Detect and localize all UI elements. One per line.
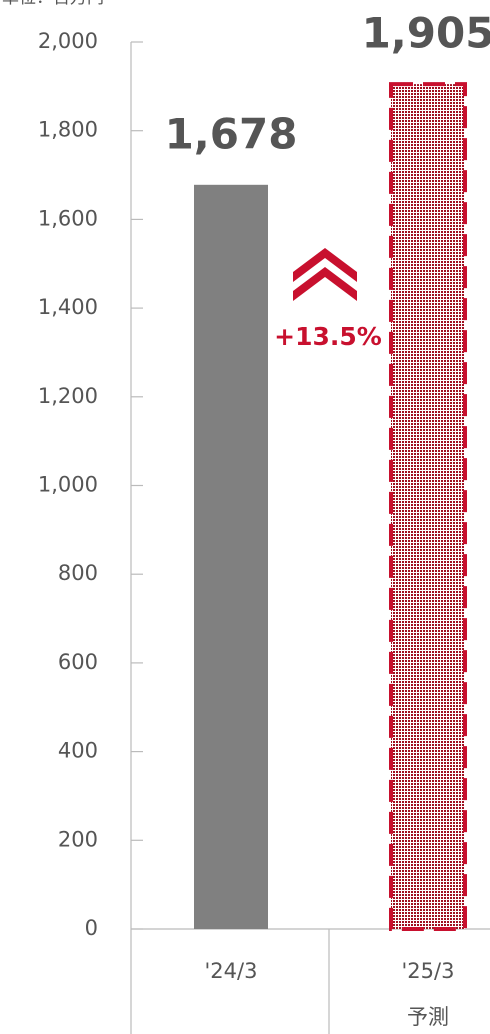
x-tick-label: '24/3: [205, 959, 258, 983]
x-tick-label: '25/3: [402, 959, 455, 983]
y-tick-label: 800: [58, 561, 98, 585]
y-tick-label: 2,000: [38, 29, 98, 53]
bar: [389, 82, 467, 931]
y-tick-label: 200: [58, 827, 98, 851]
growth-arrow: [293, 248, 357, 301]
y-tick-label: 1,200: [38, 384, 98, 408]
y-tick-label: 1,400: [38, 295, 98, 319]
unit-label: 単位：百万円: [2, 0, 104, 8]
growth-label: +13.5%: [274, 322, 382, 351]
value-label: 1,905: [362, 9, 490, 58]
y-tick-label: 1,000: [38, 473, 98, 497]
y-tick-label: 1,800: [38, 118, 98, 142]
x-tick-note: 予測: [407, 1005, 449, 1029]
bar: [194, 184, 268, 929]
y-tick-label: 0: [85, 916, 98, 940]
y-tick-label: 600: [58, 650, 98, 674]
value-label: 1,678: [165, 109, 298, 158]
y-tick-label: 400: [58, 739, 98, 763]
y-tick-label: 1,600: [38, 206, 98, 230]
